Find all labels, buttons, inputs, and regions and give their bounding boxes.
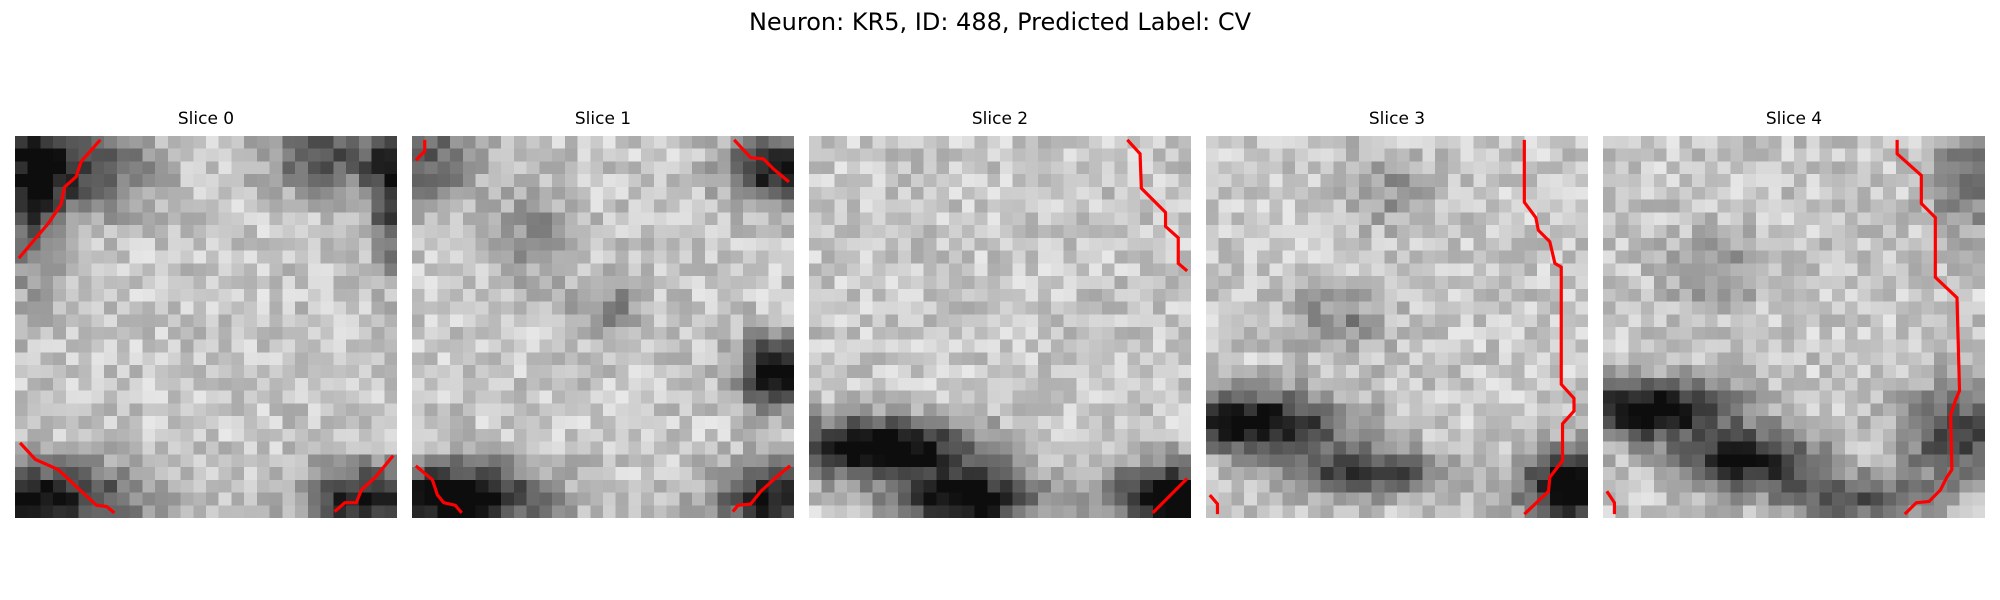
cell-contour-4b (1605, 490, 1617, 515)
slice-panel-2: Slice 2 (809, 108, 1191, 518)
slice-panel-1: Slice 1 (412, 108, 794, 518)
figure-title: Neuron: KR5, ID: 488, Predicted Label: C… (748, 8, 1252, 36)
cell-contour-1d (731, 464, 792, 513)
cell-contour-3 (1522, 139, 1576, 516)
slice-title-4: Slice 4 (1765, 109, 1823, 129)
grayscale-pixels-2 (809, 136, 1191, 518)
slice-image-2 (809, 136, 1191, 518)
cell-contour-2 (1126, 138, 1189, 273)
grayscale-pixels-3 (1206, 136, 1588, 518)
slice-image-0 (15, 136, 397, 518)
cell-contour-0b (18, 441, 116, 515)
grayscale-pixels-1 (412, 136, 794, 518)
slice-image-1 (412, 136, 794, 518)
grayscale-pixels-4 (1603, 136, 1985, 518)
slice-image-4 (1603, 136, 1985, 518)
grayscale-pixels-0 (15, 136, 397, 518)
cell-contour-2b (1151, 477, 1189, 515)
slice-panel-4: Slice 4 (1603, 108, 1985, 518)
slice-title-3: Slice 3 (1368, 109, 1426, 129)
slice-panel-0: Slice 0 (15, 108, 397, 518)
slice-image-3 (1206, 136, 1588, 518)
slice-panel-3: Slice 3 (1206, 108, 1588, 518)
cell-contour-4 (1895, 139, 1962, 516)
slice-title-1: Slice 1 (574, 109, 632, 129)
slice-title-0: Slice 0 (177, 109, 235, 129)
cell-contour-1c (414, 464, 463, 514)
cell-contour-0 (17, 138, 102, 260)
cell-contour-1b (732, 138, 790, 184)
cell-contour-0c (333, 454, 395, 513)
slice-title-2: Slice 2 (971, 109, 1029, 129)
cell-contour-1 (414, 139, 427, 162)
cell-contour-3b (1208, 494, 1220, 515)
